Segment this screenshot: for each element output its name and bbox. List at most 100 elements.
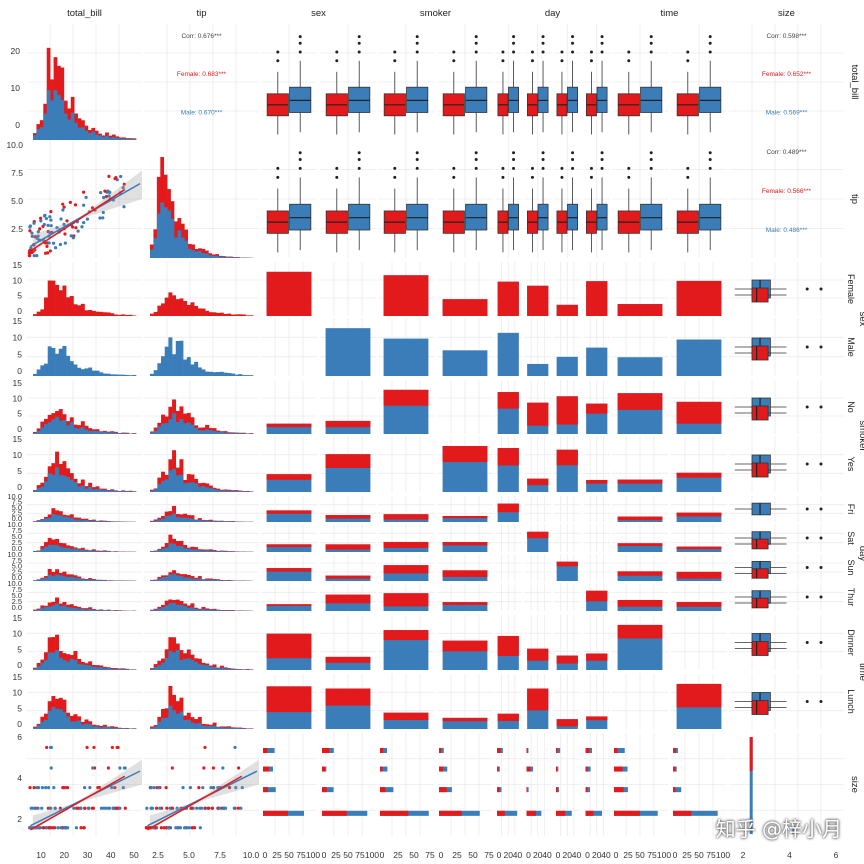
- hist-bar-male: [223, 372, 228, 376]
- hist-bar-male: [77, 720, 82, 729]
- hist-bar-male: [84, 519, 89, 522]
- panel-tip-day-Sun: [554, 140, 581, 258]
- scatter-point: [81, 203, 86, 207]
- hist-bar-male: [153, 579, 158, 581]
- scatter-point: [47, 826, 52, 830]
- hist-bar-male: [208, 579, 213, 581]
- box-outlier: [298, 35, 302, 39]
- hist-bar-male: [77, 664, 82, 670]
- hist-bar-male: [223, 490, 228, 492]
- hist-bar-male: [197, 519, 202, 522]
- panel-time-Dinner-total_bill: [27, 615, 142, 670]
- panel-size-day-Fri: [495, 733, 522, 836]
- y-tick-label: 2.5: [11, 224, 23, 234]
- hist-bar-male: [40, 721, 45, 729]
- hist-bar-male: [88, 520, 93, 522]
- hist-bar-male: [110, 490, 115, 492]
- box-outlier: [819, 462, 823, 466]
- hist-bar-male: [186, 357, 191, 376]
- hist-bar-male: [219, 490, 224, 492]
- scatter-point: [239, 806, 243, 810]
- box-outlier: [530, 175, 534, 179]
- hist-bar-male: [216, 668, 221, 670]
- hist-bar-male: [225, 257, 230, 258]
- corr-male: Male: 0.486***: [766, 227, 808, 234]
- scatter-point: [39, 216, 43, 220]
- panel-smoker-No-day-Thur: [583, 380, 610, 434]
- panel-time-Dinner-smoker-Yes: [437, 615, 493, 670]
- panel-sex-Male-time-Dinner: [612, 318, 668, 376]
- hist-bar-male: [91, 550, 96, 552]
- scatter-point: [72, 806, 76, 810]
- x-tick-label: 75: [355, 850, 365, 860]
- stacked-bar-female: [527, 531, 549, 539]
- hist-bar-male: [153, 430, 158, 434]
- hist-bar-male: [44, 660, 49, 670]
- stacked-bar-female: [617, 543, 663, 547]
- hist-bar-male: [102, 551, 107, 552]
- hist-bar-male: [194, 579, 199, 581]
- x-tick-label: 20: [60, 850, 70, 860]
- hist-bar-male: [227, 668, 232, 670]
- x-tick-label: 50: [343, 850, 353, 860]
- x-tick-label: 0: [380, 850, 385, 860]
- hist-bar-male: [121, 374, 126, 376]
- scatter-point: [61, 202, 65, 206]
- hist-bar-male: [108, 137, 113, 140]
- hist-bar-male: [168, 419, 173, 434]
- column-strip-label: time: [661, 8, 679, 19]
- hist-bar-male: [88, 550, 93, 552]
- hist-bar-male: [51, 348, 56, 376]
- hist-bar-male: [172, 602, 177, 611]
- box-outlier: [512, 35, 516, 39]
- hist-bar-male: [132, 139, 137, 140]
- count-bar-female: [322, 787, 327, 793]
- hist-bar-male: [80, 485, 85, 492]
- hist-bar-male: [205, 579, 210, 581]
- hist-bar-male: [113, 610, 118, 611]
- hist-bar-male: [77, 127, 82, 140]
- hist-bar-male: [57, 95, 61, 140]
- hist-bar-male: [121, 728, 126, 729]
- y-tick-label: 7.5: [12, 585, 22, 594]
- scatter-point: [45, 244, 49, 248]
- hist-bar-male: [208, 609, 213, 611]
- hist-bar-male: [164, 346, 169, 376]
- hist-bar-male: [161, 548, 166, 552]
- hist-bar-male: [33, 135, 37, 140]
- hist-bar-male: [84, 723, 89, 729]
- panel-total_bill-sex-Female: [261, 24, 317, 140]
- hist-bar-male: [88, 665, 93, 670]
- box-outlier: [357, 166, 361, 170]
- hist-bar-male: [106, 373, 111, 376]
- y-tick-label: 5.0: [12, 503, 22, 512]
- box-body: [751, 700, 769, 715]
- hist-bar-male: [113, 668, 118, 670]
- scatter-point: [176, 826, 180, 830]
- hist-bar-male: [174, 237, 178, 258]
- hist-bar-male: [228, 257, 233, 258]
- scatter-point: [145, 806, 149, 810]
- hist-bar-female: [153, 311, 158, 316]
- y-tick-label: 2.5: [12, 597, 22, 606]
- hist-bar-male: [117, 491, 122, 492]
- hist-bar-male: [205, 609, 210, 611]
- hist-bar-male: [44, 607, 49, 611]
- hist-bar-male: [161, 356, 166, 376]
- panel-time-Dinner-day-Fri: [495, 615, 522, 670]
- hist-bar-male: [227, 610, 232, 611]
- hist-bar-male: [55, 416, 60, 434]
- hist-bar-male: [47, 652, 52, 670]
- y-tick-label: 5.0: [12, 532, 22, 541]
- hist-bar-male: [219, 610, 224, 611]
- hist-bar-male: [40, 427, 45, 434]
- stacked-bar-female: [617, 393, 663, 410]
- panel-tip-smoker-Yes: [437, 140, 493, 258]
- hist-bar-male: [164, 479, 169, 492]
- scatter-point: [53, 246, 58, 250]
- hist-bar-male: [106, 551, 111, 552]
- scatter-point: [56, 826, 60, 830]
- hist-bar-male: [175, 475, 180, 492]
- hist-bar-male: [70, 112, 75, 140]
